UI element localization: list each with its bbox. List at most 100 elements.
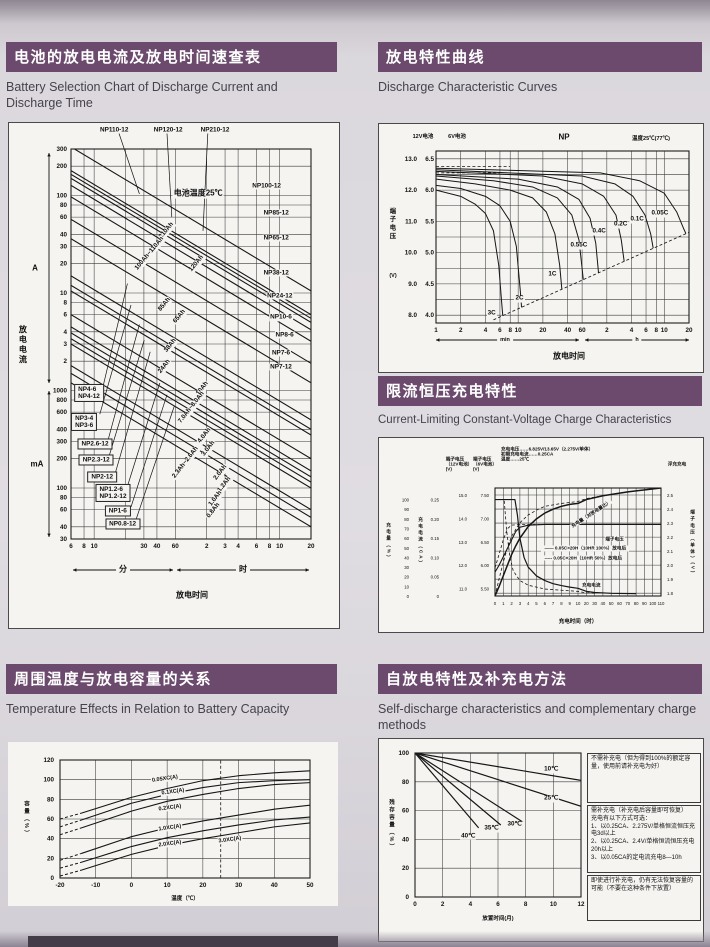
svg-text:3: 3	[223, 543, 227, 550]
svg-text:40: 40	[402, 836, 410, 843]
svg-text:0.10: 0.10	[431, 555, 440, 560]
svg-text:200: 200	[56, 456, 67, 463]
svg-text:4: 4	[236, 543, 240, 550]
svg-text:60: 60	[402, 808, 410, 815]
svg-text:12.0: 12.0	[459, 563, 468, 568]
chart-annotation: NP120-12	[152, 125, 184, 134]
x-unit-minutes: min	[497, 336, 513, 344]
svg-text:50: 50	[404, 546, 409, 551]
y-unit-amps: A	[32, 263, 38, 273]
chart-annotation: 35℃	[483, 824, 500, 833]
svg-text:10.0: 10.0	[405, 250, 418, 257]
svg-text:100: 100	[56, 485, 67, 492]
svg-text:3: 3	[63, 341, 67, 348]
svg-text:14.0: 14.0	[459, 516, 468, 521]
section-title-zh: 电池的放电电流及放电时间速查表	[6, 42, 337, 72]
svg-text:2.0: 2.0	[667, 563, 674, 568]
svg-text:60: 60	[60, 507, 68, 514]
svg-text:4.5: 4.5	[425, 281, 434, 288]
svg-text:6: 6	[544, 601, 547, 606]
svg-text:7: 7	[552, 601, 555, 606]
svg-text:4: 4	[484, 327, 488, 334]
svg-text:7.00: 7.00	[481, 516, 490, 521]
axis-voltage-cell: 端子电压（单体）(V)	[690, 509, 696, 575]
legend-6v: 6V电池	[448, 133, 466, 140]
svg-text:0: 0	[413, 901, 417, 908]
svg-text:0: 0	[437, 594, 440, 599]
chart-annotation: 10℃	[543, 765, 560, 774]
section-subtitle-en: Discharge Characteristic Curves	[378, 80, 558, 94]
note-capacity-unrecoverable: 即使进行补充电，仍有无法恢复容量的可能（不要在这种条件下放置）	[587, 875, 701, 921]
svg-text:6.50: 6.50	[481, 540, 490, 545]
svg-text:50: 50	[609, 601, 614, 606]
battery-selection-chart: 300 200 100 80 60 40 30 20 10 8 6 4 3 2 1000 800 600 400 3…	[8, 122, 340, 629]
svg-text:4: 4	[527, 601, 530, 606]
note-recharge-methods: 需补充电（补充电后容量即可恢复） 充电有以下方式可选： 1、以0.25CA、2.…	[587, 805, 701, 873]
svg-text:2.2: 2.2	[667, 535, 674, 540]
svg-text:20: 20	[402, 865, 410, 872]
section-subtitle-en: Battery Selection Chart of Discharge Cur…	[6, 80, 278, 111]
temperature-capacity-chart: 120 100 80 60 40 20 0 -20 -10 0 10 20 30 40 50 容量（%） 温度…	[8, 742, 338, 906]
x-axis-title: 充电时间（时）	[558, 618, 598, 625]
svg-text:40: 40	[60, 524, 68, 531]
x-unit-minutes: 分	[116, 565, 130, 575]
chart-annotation: 40℃	[460, 832, 477, 840]
svg-text:90: 90	[404, 507, 409, 512]
svg-text:8: 8	[508, 327, 512, 334]
svg-text:10: 10	[276, 543, 284, 550]
chart-annotation: 0.2C	[613, 220, 629, 229]
charge-conditions: 充电电压……6.825V/13.65V（2.275V/单体） 初期充电电流……0…	[501, 446, 594, 462]
discharge-curves-chart: 13.0 12.0 11.0 10.0 9.0 8.0 6.5 6.0 5.5 5.0 4.5 4.0…	[378, 123, 704, 373]
legend-100pct: ―― 0.05C×20H（10HR 100%）放电后	[541, 545, 630, 551]
battery-selection-chart-svg: 300 200 100 80 60 40 30 20 10 8 6 4 3 2 1000 800 600 400 3…	[47, 133, 315, 572]
svg-text:200: 200	[56, 163, 67, 170]
svg-text:60: 60	[47, 816, 55, 823]
series-name: NP	[558, 132, 570, 142]
section-temperature-effects: 周围温度与放电容量的关系 Temperature Effects in Rela…	[6, 664, 337, 717]
charge-characteristics-chart-svg: 10090807060504030201000.250.200.150.100.…	[402, 487, 674, 606]
svg-text:2: 2	[63, 358, 67, 365]
svg-text:80: 80	[60, 494, 68, 501]
svg-text:50: 50	[306, 882, 314, 889]
y-axis-title: 残存容量（%）	[388, 799, 395, 851]
svg-text:40: 40	[404, 555, 409, 560]
svg-text:6.5: 6.5	[425, 156, 434, 163]
svg-text:40: 40	[60, 231, 68, 238]
svg-text:0: 0	[405, 894, 409, 901]
svg-text:800: 800	[56, 397, 67, 404]
chart-annotation: NP7-12	[269, 363, 293, 371]
x-axis-title: 放电时间	[176, 590, 208, 600]
svg-text:6: 6	[255, 543, 259, 550]
charge-characteristics-chart: 100 90 80 70 60 50 40 30 20 10 0 0.25 0.20 0.15 0.10 0.…	[378, 437, 704, 633]
svg-text:10: 10	[60, 290, 68, 297]
svg-text:2.1: 2.1	[667, 549, 674, 554]
x-unit-hours: 时	[236, 565, 250, 575]
legend-50pct: ----- 0.05C×20H（10HR 50%）放电后	[541, 555, 625, 561]
svg-text:100: 100	[649, 601, 657, 606]
svg-text:1.8: 1.8	[667, 591, 674, 596]
svg-text:5.5: 5.5	[425, 218, 434, 225]
page-top-shade	[0, 0, 710, 26]
svg-text:80: 80	[47, 796, 55, 803]
chart-annotation: NP2-12	[87, 471, 118, 483]
svg-text:20: 20	[307, 543, 315, 550]
axis-charge-volume: 充电量（%）	[386, 522, 392, 562]
chart-annotation: NP3-4 NP3-6	[71, 412, 98, 432]
svg-text:0: 0	[494, 601, 497, 606]
chart-annotation: NP2.6-12	[77, 438, 113, 450]
section-charge-characteristics: 限流恒压充电特性 Current-Limiting Constant-Volta…	[378, 376, 702, 428]
svg-text:6.0: 6.0	[425, 187, 434, 194]
svg-text:2: 2	[459, 327, 463, 334]
svg-text:10: 10	[404, 584, 409, 589]
section-title-zh: 限流恒压充电特性	[378, 376, 702, 406]
svg-text:20: 20	[60, 261, 68, 268]
section-title-zh: 周围温度与放电容量的关系	[6, 664, 337, 694]
svg-text:0.20: 0.20	[431, 517, 440, 522]
svg-text:60: 60	[60, 214, 68, 221]
svg-text:6: 6	[69, 543, 73, 550]
svg-text:2.3: 2.3	[667, 521, 674, 526]
chart-annotation: 充电电流	[581, 582, 602, 588]
x-axis-title: 放置时间(月)	[482, 915, 514, 922]
chart-annotation: 0.1C	[629, 215, 645, 224]
chart-annotation: NP100-12	[251, 182, 282, 190]
